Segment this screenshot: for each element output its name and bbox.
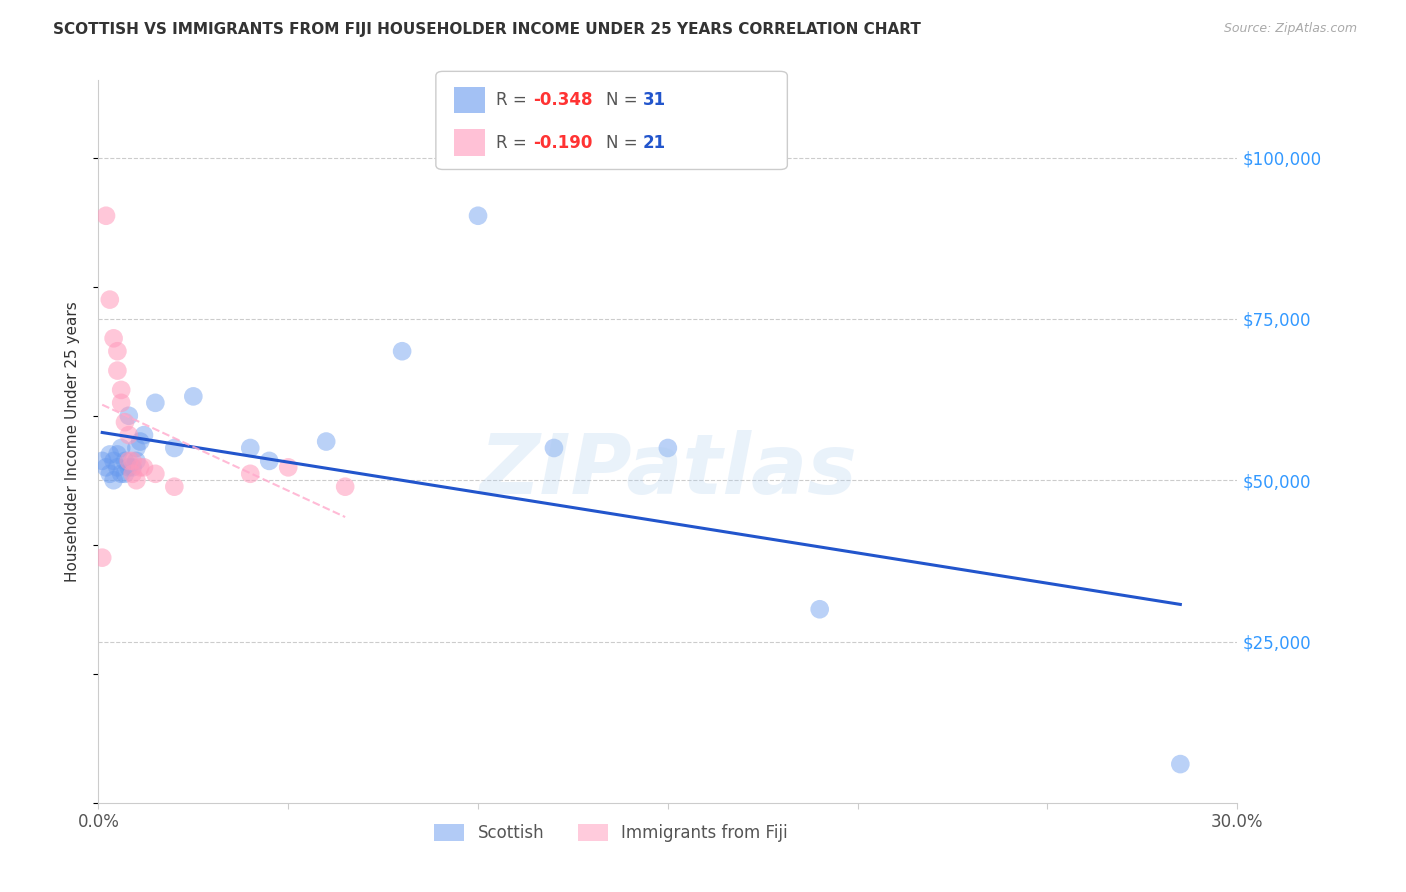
Point	[118, 428, 141, 442]
Point	[145, 396, 167, 410]
Point	[91, 550, 114, 565]
Legend: Scottish, Immigrants from Fiji: Scottish, Immigrants from Fiji	[427, 817, 794, 848]
Text: R =: R =	[496, 91, 533, 109]
Point	[132, 460, 155, 475]
Text: N =: N =	[606, 91, 643, 109]
Point	[259, 454, 281, 468]
Point	[657, 441, 679, 455]
Point	[103, 454, 125, 468]
Point	[118, 409, 141, 423]
Point	[94, 460, 117, 475]
Point	[129, 460, 152, 475]
Text: Source: ZipAtlas.com: Source: ZipAtlas.com	[1223, 22, 1357, 36]
Point	[110, 467, 132, 481]
Text: ZIPatlas: ZIPatlas	[479, 430, 856, 511]
Point	[98, 467, 121, 481]
Point	[114, 415, 136, 429]
Point	[114, 454, 136, 468]
Point	[118, 460, 141, 475]
Point	[91, 454, 114, 468]
Point	[110, 383, 132, 397]
Text: -0.348: -0.348	[533, 91, 592, 109]
Point	[98, 447, 121, 461]
Text: SCOTTISH VS IMMIGRANTS FROM FIJI HOUSEHOLDER INCOME UNDER 25 YEARS CORRELATION C: SCOTTISH VS IMMIGRANTS FROM FIJI HOUSEHO…	[53, 22, 921, 37]
Text: N =: N =	[606, 134, 643, 152]
Point	[98, 293, 121, 307]
Point	[125, 454, 148, 468]
Point	[239, 467, 262, 481]
Text: -0.190: -0.190	[533, 134, 592, 152]
Point	[277, 460, 299, 475]
Point	[94, 209, 117, 223]
Point	[183, 389, 205, 403]
Text: 31: 31	[643, 91, 665, 109]
Point	[110, 396, 132, 410]
Point	[239, 441, 262, 455]
Point	[107, 447, 129, 461]
Point	[107, 460, 129, 475]
Point	[121, 467, 143, 481]
Point	[808, 602, 831, 616]
Point	[114, 467, 136, 481]
Text: R =: R =	[496, 134, 533, 152]
Point	[1170, 757, 1192, 772]
Point	[125, 441, 148, 455]
Y-axis label: Householder Income Under 25 years: Householder Income Under 25 years	[65, 301, 80, 582]
Point	[103, 473, 125, 487]
Point	[129, 434, 152, 449]
Point	[467, 209, 489, 223]
Point	[335, 480, 357, 494]
Point	[125, 473, 148, 487]
Point	[315, 434, 337, 449]
Point	[132, 428, 155, 442]
Point	[391, 344, 413, 359]
Point	[163, 441, 186, 455]
Point	[103, 331, 125, 345]
Point	[145, 467, 167, 481]
Point	[107, 363, 129, 377]
Text: 21: 21	[643, 134, 665, 152]
Point	[121, 460, 143, 475]
Point	[118, 454, 141, 468]
Point	[110, 441, 132, 455]
Point	[121, 454, 143, 468]
Point	[107, 344, 129, 359]
Point	[163, 480, 186, 494]
Point	[543, 441, 565, 455]
